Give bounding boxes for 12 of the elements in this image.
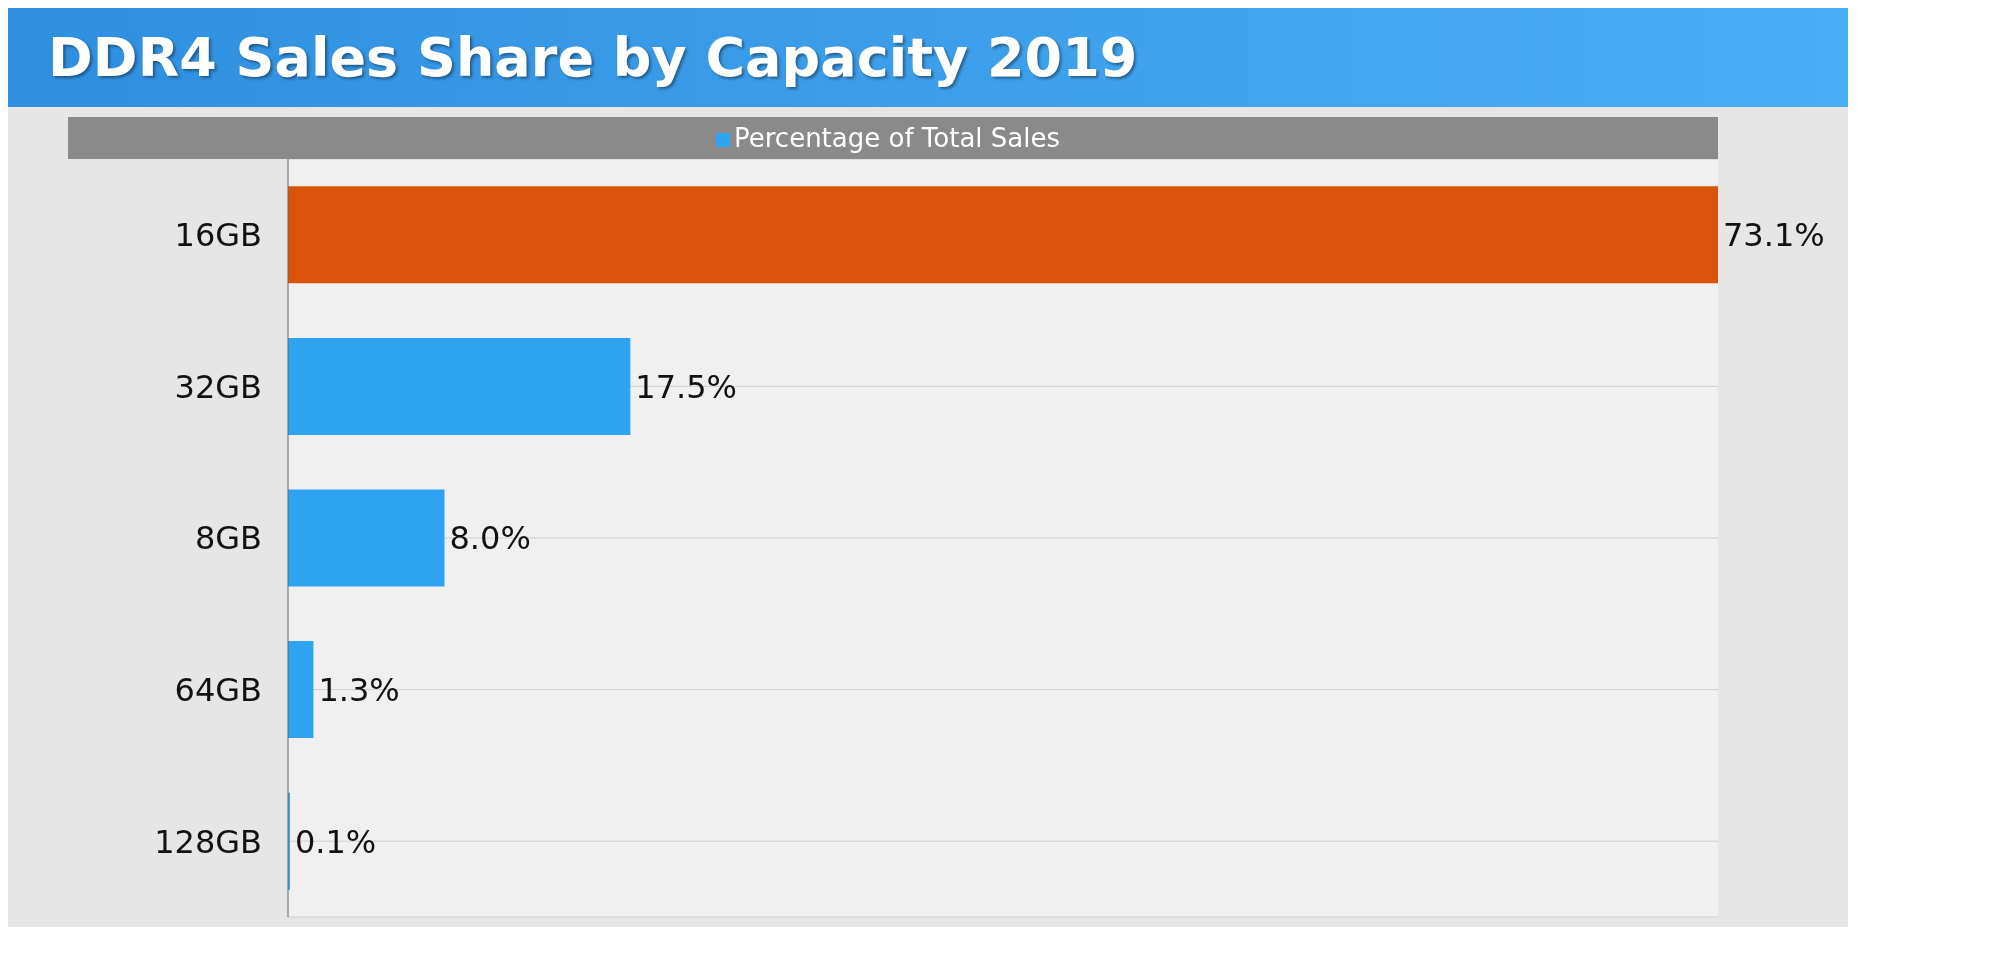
data-label: 17.5% (635, 367, 737, 406)
data-label: 0.1% (294, 822, 377, 861)
y-tick-label: 8GB (194, 519, 262, 558)
data-label: 73.1% (1723, 216, 1825, 255)
data-label: 1.3% (318, 670, 400, 709)
chart-title: DDR4 Sales Share by Capacity 2019 (8, 8, 1848, 107)
y-tick-label: 64GB (174, 670, 262, 709)
y-tick-label: 128GB (154, 822, 262, 861)
data-label: 8.0% (449, 519, 531, 558)
y-tick-label: 16GB (174, 216, 262, 255)
y-tick-label: 32GB (174, 367, 262, 406)
legend-label: Percentage of Total Sales (733, 123, 1061, 153)
